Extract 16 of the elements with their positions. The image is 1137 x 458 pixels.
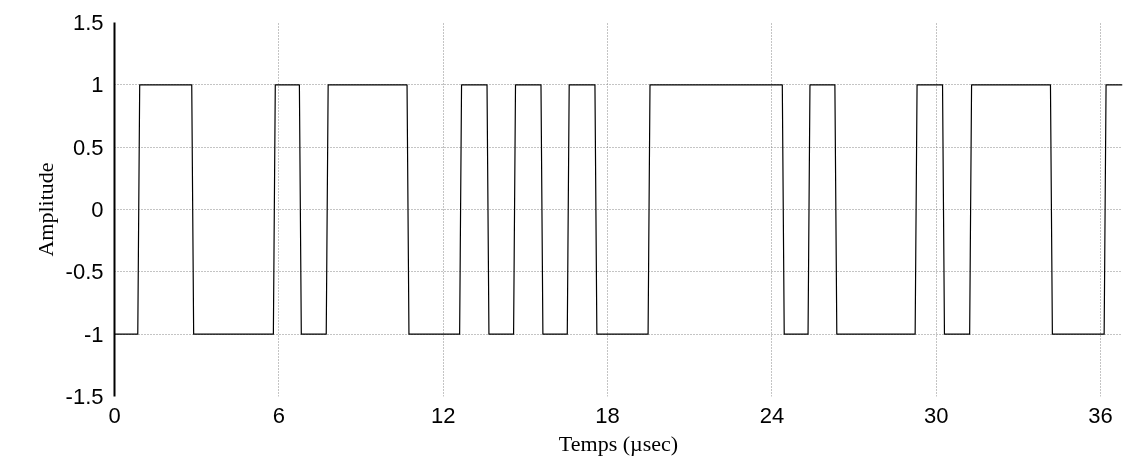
y-tick-label: -0.5: [65, 259, 104, 285]
x-tick-label: 30: [924, 402, 949, 428]
x-tick-label: 36: [1088, 402, 1113, 428]
y-tick-label: 0.5: [72, 134, 104, 160]
y-axis-title: Amplitude: [32, 162, 58, 257]
x-tick-label: 0: [108, 402, 121, 428]
y-tick-label: 1.5: [72, 10, 104, 35]
x-tick-label: 18: [595, 402, 620, 428]
y-tick-label: -1.5: [65, 384, 104, 409]
y-tick-label: 0: [91, 197, 104, 222]
y-tick-label: 1: [91, 72, 104, 98]
x-tick-label: 24: [759, 402, 785, 428]
x-tick-label: 6: [272, 402, 285, 428]
y-tick-label: -1: [83, 321, 104, 347]
x-tick-label: 12: [430, 402, 456, 428]
x-axis-title: Temps (µsec): [558, 430, 679, 456]
